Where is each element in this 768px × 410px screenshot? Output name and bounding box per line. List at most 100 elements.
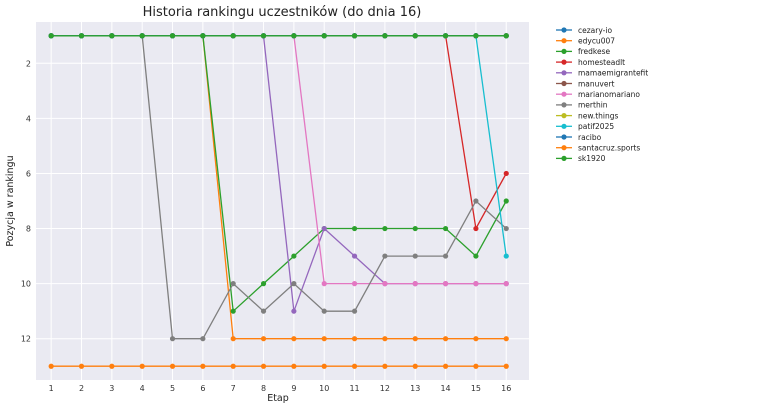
x-tick-label: 3: [109, 384, 114, 393]
data-point: [351, 308, 358, 314]
data-point: [169, 33, 176, 39]
legend-entry: homesteadlt: [556, 58, 625, 67]
data-point: [503, 281, 509, 287]
legend-label: marianomariano: [578, 90, 640, 99]
data-point: [412, 225, 418, 232]
data-point: [382, 363, 388, 369]
y-tick-label: 8: [26, 225, 31, 234]
data-point: [473, 363, 479, 369]
legend-label: santacruz.sports: [578, 144, 640, 153]
data-point: [48, 33, 54, 39]
legend-label: merthin: [578, 101, 608, 110]
data-point: [412, 281, 418, 287]
data-point: [473, 253, 479, 259]
data-point: [503, 225, 509, 232]
x-tick-label: 1: [49, 384, 54, 393]
y-axis-label: Pozycja w rankingu: [5, 155, 16, 246]
legend-marker: [561, 145, 567, 151]
data-point: [473, 281, 479, 287]
legend-entry: mamaemigrantefit: [556, 69, 648, 78]
data-point: [442, 281, 449, 287]
data-point: [351, 33, 358, 39]
x-tick-label: 13: [410, 384, 420, 393]
y-tick-label: 2: [26, 59, 31, 68]
legend-marker: [561, 102, 567, 108]
data-point: [260, 33, 267, 39]
legend-entry: sk1920: [556, 154, 606, 163]
data-point: [473, 225, 479, 232]
x-tick-label: 5: [170, 384, 175, 393]
data-point: [442, 336, 449, 342]
legend-label: cezary-io: [578, 26, 612, 35]
x-tick-label: 15: [471, 384, 481, 393]
legend-label: patif2025: [578, 122, 614, 131]
data-point: [230, 33, 236, 39]
data-point: [260, 363, 267, 369]
x-tick-label: 9: [291, 384, 296, 393]
data-point: [230, 308, 236, 314]
data-point: [382, 33, 388, 39]
legend-marker: [561, 48, 567, 55]
data-point: [78, 33, 85, 39]
data-point: [382, 281, 388, 287]
x-tick-label: 7: [231, 384, 236, 393]
legend-marker: [561, 155, 567, 161]
x-axis-label: Etap: [267, 393, 289, 404]
data-point: [351, 363, 358, 369]
data-point: [382, 225, 388, 232]
legend-marker: [561, 123, 567, 129]
data-point: [442, 33, 449, 39]
legend-entry: patif2025: [556, 122, 614, 131]
legend-marker: [561, 59, 567, 65]
data-point: [473, 198, 479, 204]
x-tick-label: 12: [380, 384, 390, 393]
data-point: [260, 308, 267, 314]
data-point: [321, 225, 327, 232]
data-point: [382, 253, 388, 259]
data-point: [200, 33, 206, 39]
data-point: [139, 363, 145, 369]
legend-label: racibo: [578, 133, 602, 142]
x-tick-label: 10: [319, 384, 329, 393]
data-point: [442, 363, 449, 369]
series-layer: [48, 33, 509, 369]
data-point: [230, 281, 236, 287]
data-point: [169, 363, 176, 369]
data-point: [230, 363, 236, 369]
y-tick-label: 6: [26, 169, 31, 178]
data-point: [351, 253, 358, 259]
data-point: [473, 33, 479, 39]
y-tick-label: 4: [26, 114, 31, 123]
legend-label: sk1920: [578, 154, 606, 163]
data-point: [503, 336, 509, 342]
x-tick-label: 16: [501, 384, 511, 393]
legend-entry: santacruz.sports: [556, 144, 640, 153]
data-point: [412, 33, 418, 39]
y-tick-label: 10: [21, 280, 31, 289]
data-point: [321, 281, 327, 287]
legend-marker: [561, 113, 567, 119]
legend-label: manuvert: [578, 79, 615, 88]
data-point: [321, 336, 327, 342]
legend-entry: fredkese: [556, 47, 611, 56]
data-point: [109, 363, 115, 369]
data-point: [48, 363, 54, 369]
legend-label: mamaemigrantefit: [578, 69, 648, 78]
data-point: [291, 281, 297, 287]
legend-entry: manuvert: [556, 79, 615, 88]
data-point: [412, 363, 418, 369]
series-santacruz-sports: [48, 363, 509, 369]
legend-label: edycu007: [578, 37, 615, 46]
legend-label: homesteadlt: [578, 58, 625, 67]
legend-entry: new.things: [556, 111, 618, 120]
data-point: [291, 253, 297, 259]
data-point: [351, 281, 358, 287]
data-point: [78, 363, 85, 369]
chart-title: Historia rankingu uczestników (do dnia 1…: [143, 5, 422, 20]
data-point: [503, 33, 509, 39]
legend-entry: racibo: [556, 133, 602, 142]
legend-label: fredkese: [578, 47, 611, 56]
legend-entry: merthin: [556, 101, 608, 110]
data-point: [139, 33, 145, 39]
